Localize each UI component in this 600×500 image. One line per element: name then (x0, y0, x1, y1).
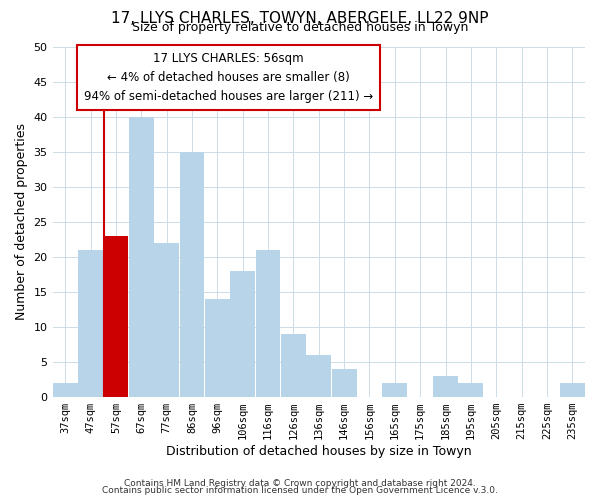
Text: Size of property relative to detached houses in Towyn: Size of property relative to detached ho… (132, 22, 468, 35)
Bar (179, 152, 205, 396)
Bar (560, 382, 585, 396)
Y-axis label: Number of detached properties: Number of detached properties (15, 123, 28, 320)
Bar (154, 242, 179, 396)
Bar (205, 298, 230, 396)
Text: Contains public sector information licensed under the Open Government Licence v.: Contains public sector information licen… (102, 486, 498, 495)
Bar (458, 382, 484, 396)
Bar (53, 382, 77, 396)
Text: 17, LLYS CHARLES, TOWYN, ABERGELE, LL22 9NP: 17, LLYS CHARLES, TOWYN, ABERGELE, LL22 … (111, 11, 489, 26)
Bar (256, 250, 280, 396)
Bar (281, 334, 306, 396)
Text: Contains HM Land Registry data © Crown copyright and database right 2024.: Contains HM Land Registry data © Crown c… (124, 478, 476, 488)
X-axis label: Distribution of detached houses by size in Towyn: Distribution of detached houses by size … (166, 444, 472, 458)
Text: 17 LLYS CHARLES: 56sqm
← 4% of detached houses are smaller (8)
94% of semi-detac: 17 LLYS CHARLES: 56sqm ← 4% of detached … (83, 52, 373, 103)
Bar (230, 270, 255, 396)
Bar (307, 354, 331, 397)
Bar (104, 236, 128, 396)
Bar (433, 376, 458, 396)
Bar (382, 382, 407, 396)
Bar (78, 250, 103, 396)
Bar (332, 368, 356, 396)
Bar (129, 116, 154, 396)
